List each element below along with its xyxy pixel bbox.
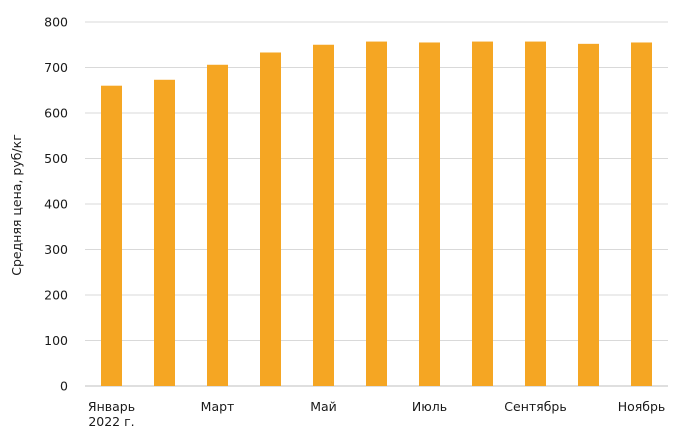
bar-layer (101, 41, 652, 387)
bar (207, 64, 228, 387)
x-tick-label: Май (310, 399, 337, 414)
y-tick-label: 100 (44, 333, 68, 348)
x-axis-ticks: Январь 2022 г. Март Май Июль Сентябрь Ноябрь (88, 399, 665, 429)
bar (525, 41, 546, 387)
bar (472, 41, 493, 387)
y-tick-label: 700 (44, 60, 68, 75)
bar (578, 43, 599, 387)
x-tick-label: Январь 2022 г. (88, 399, 135, 429)
y-tick-label: 600 (44, 106, 68, 121)
x-tick-label: Сентябрь (504, 399, 566, 414)
y-tick-label: 800 (44, 15, 68, 30)
bar (313, 44, 334, 386)
bar (631, 42, 652, 386)
y-tick-label: 400 (44, 197, 68, 212)
x-tick-label: Июль (412, 399, 447, 414)
x-tick-label: Ноябрь (618, 399, 666, 414)
bar (154, 79, 175, 386)
bar (419, 42, 440, 386)
y-tick-label: 300 (44, 242, 68, 257)
x-tick-label: Март (201, 399, 235, 414)
bar (366, 41, 387, 387)
bar (260, 52, 281, 387)
y-axis-title: Средняя цена, руб/кг (9, 134, 24, 276)
bar (101, 85, 122, 386)
y-axis-ticks: 0 100 200 300 400 500 600 700 800 (44, 15, 68, 394)
y-tick-label: 200 (44, 288, 68, 303)
y-tick-label: 500 (44, 151, 68, 166)
y-tick-label: 0 (60, 379, 68, 394)
